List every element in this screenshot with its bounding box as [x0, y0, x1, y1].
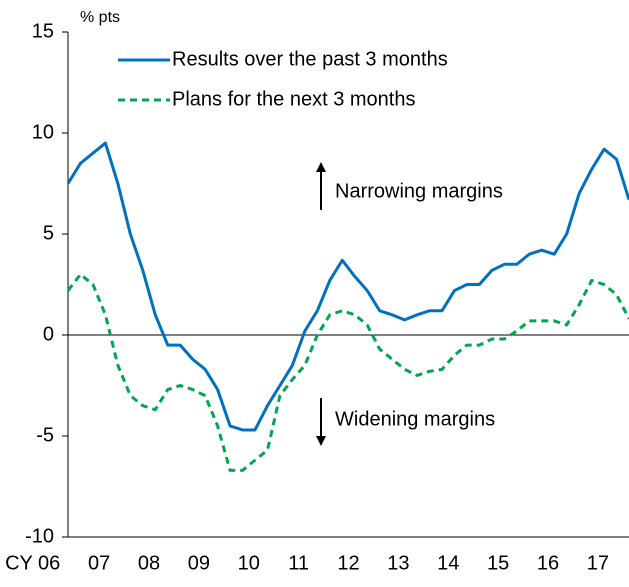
x-tick-label: 07 — [88, 552, 110, 574]
x-tick-label: 16 — [537, 552, 559, 574]
annotation: Widening margins — [335, 408, 495, 430]
x-tick-label: 15 — [487, 552, 509, 574]
x-tick-label: 17 — [587, 552, 609, 574]
x-tick-label: 10 — [238, 552, 260, 574]
legend-label: Plans for the next 3 months — [172, 88, 415, 110]
y-tick-label: 15 — [32, 20, 54, 42]
down-arrowhead — [316, 436, 326, 446]
y-tick-label: -5 — [36, 424, 54, 446]
series-line — [66, 272, 629, 472]
y-tick-label: 5 — [43, 222, 54, 244]
up-arrowhead — [316, 162, 326, 172]
x-tick-label: 08 — [138, 552, 160, 574]
x-tick-label: 12 — [337, 552, 359, 574]
x-tick-label: 11 — [288, 552, 309, 574]
x-tick-label: 14 — [437, 552, 459, 574]
y-tick-label: -10 — [25, 525, 54, 547]
series-line — [66, 141, 629, 432]
x-tick-label: CY 06 — [5, 552, 60, 574]
x-tick-label: 13 — [387, 552, 409, 574]
y-axis-unit: % pts — [80, 9, 120, 26]
annotation: Narrowing margins — [335, 180, 503, 202]
y-tick-label: 0 — [43, 323, 54, 345]
y-tick-label: 10 — [32, 121, 54, 143]
x-tick-label: 09 — [188, 552, 210, 574]
legend-label: Results over the past 3 months — [172, 48, 448, 70]
